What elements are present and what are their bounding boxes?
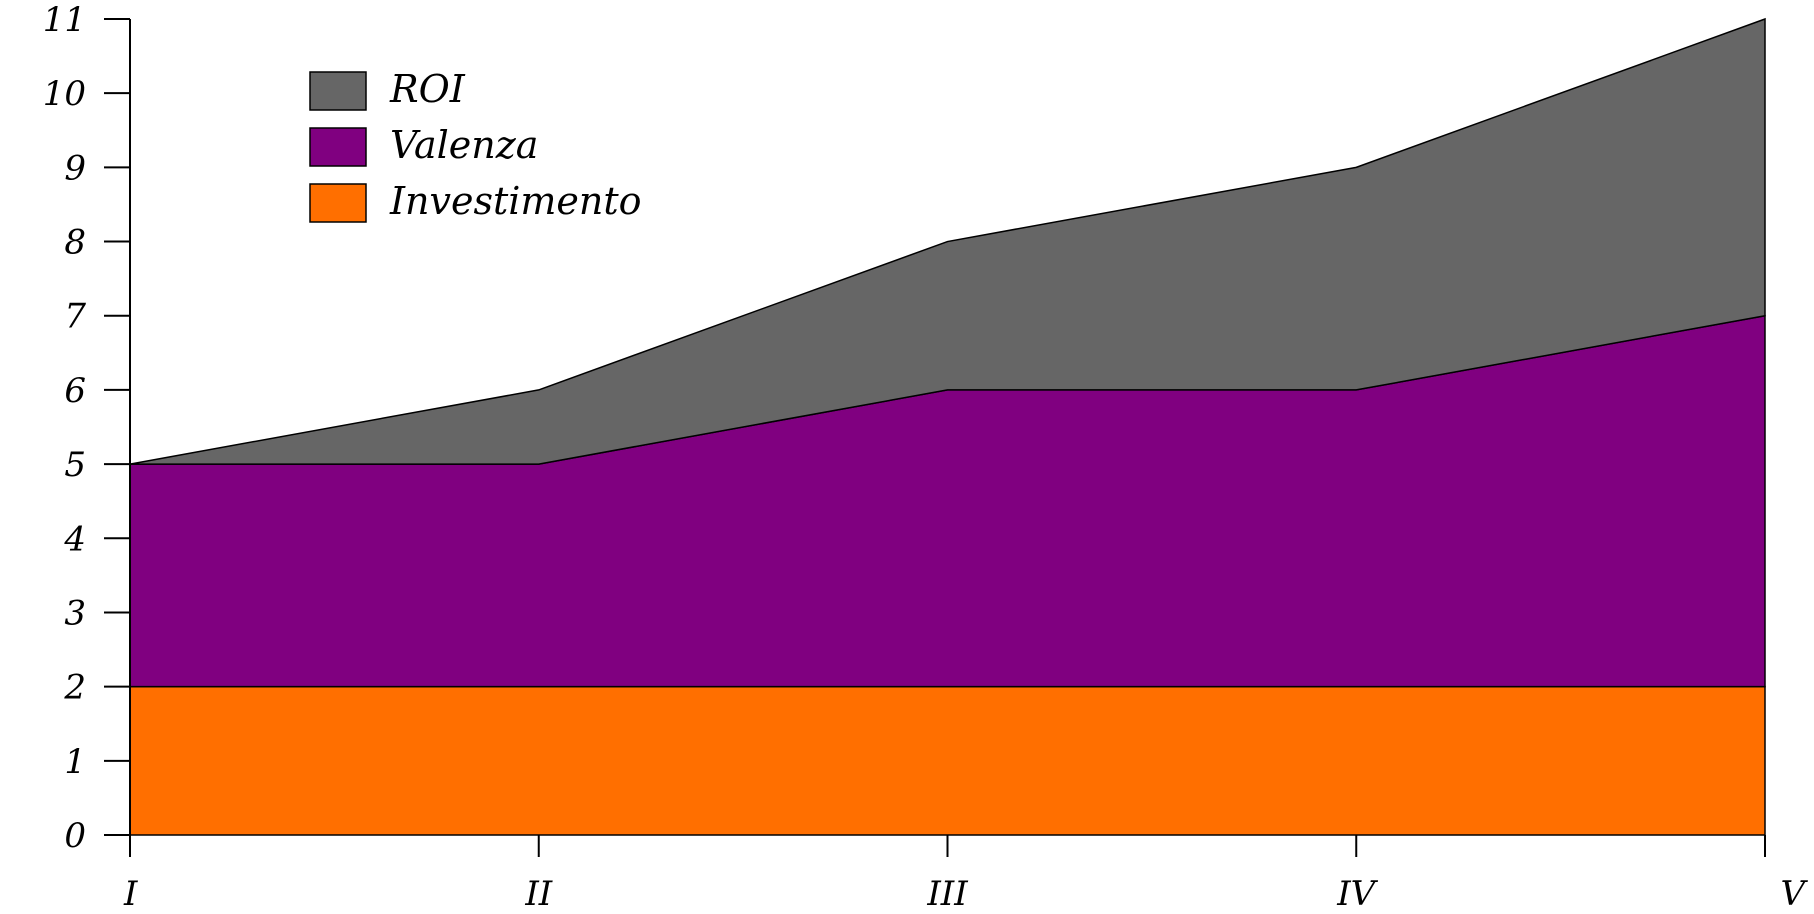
y-tick-label: 7 (64, 297, 86, 337)
y-tick-label: 10 (43, 74, 86, 114)
legend-swatch-investimento (309, 183, 367, 223)
y-tick-label: 5 (64, 445, 86, 485)
x-tick-label: I (123, 874, 138, 914)
y-tick-label: 8 (64, 223, 86, 263)
y-tick-label: 9 (64, 148, 86, 188)
area-layers (129, 17, 1766, 836)
y-tick-label: 2 (63, 668, 86, 708)
y-tick-label: 6 (64, 371, 86, 411)
x-tick-label: IV (1336, 874, 1378, 914)
area-roi (129, 17, 1766, 465)
area-investimento (129, 685, 1766, 836)
y-tick-label: 11 (43, 0, 86, 40)
legend-label-roi: ROI (389, 67, 466, 111)
x-tick-label: II (524, 874, 552, 914)
y-tick-label: 1 (64, 742, 86, 782)
legend: ROI Valenza Investimento (309, 67, 642, 223)
legend-swatch-valenza (309, 127, 367, 167)
legend-label-investimento: Investimento (389, 179, 642, 223)
legend-label-valenza: Valenza (390, 123, 538, 167)
legend-swatch-roi (309, 71, 367, 111)
x-tick-label: V (1780, 874, 1808, 914)
x-tick-label: III (926, 874, 968, 914)
y-tick-label: 0 (64, 816, 86, 856)
y-tick-label: 4 (63, 519, 86, 559)
y-tick-label: 3 (64, 593, 86, 633)
